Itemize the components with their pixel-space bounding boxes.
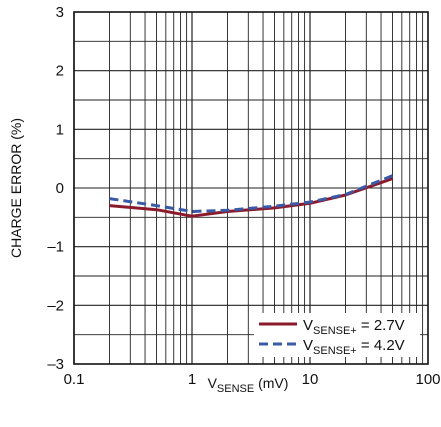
y-tick-label: –3 [47,356,64,373]
series-lines [109,174,394,218]
legend-label-2-7v-main: V [303,317,313,334]
x-axis-label: VSENSE (mV) [208,375,289,395]
y-tick-label: 0 [56,180,64,197]
legend-label-2-7v-sub: SENSE+ [313,325,357,337]
legend-background [254,313,420,357]
series-line-2-7v [109,177,393,218]
x-axis-label-rest: (mV) [254,375,288,391]
x-tick-label: 1 [188,371,196,388]
legend: VSENSE+ = 2.7V VSENSE+ = 4.2V [254,313,420,357]
x-tick-label: 10 [302,371,319,388]
x-tick-label: 0.1 [64,371,85,388]
series-line-4-2v [109,174,394,213]
y-tick-label: 3 [56,4,64,21]
y-tick-label: 1 [56,121,64,138]
legend-label-2-7v: VSENSE+ = 2.7V [303,317,405,337]
y-tick-label: 2 [56,63,64,80]
y-tick-label: –2 [47,297,64,314]
legend-label-4-2v-rest: = 4.2V [357,337,405,354]
x-axis-label-sub: SENSE [217,383,254,395]
legend-label-4-2v-sub: SENSE+ [313,345,357,357]
legend-label-4-2v-main: V [303,337,313,354]
plot-frame [73,11,429,365]
x-tick-label: 100 [415,371,440,388]
legend-label-2-7v-rest: = 2.7V [357,317,405,334]
y-axis-label: CHARGE ERROR (%) [8,118,24,258]
x-axis-label-main: V [208,375,218,391]
legend-label-4-2v: VSENSE+ = 4.2V [303,337,405,357]
y-tick-label: –1 [47,239,64,256]
grid [73,11,428,365]
